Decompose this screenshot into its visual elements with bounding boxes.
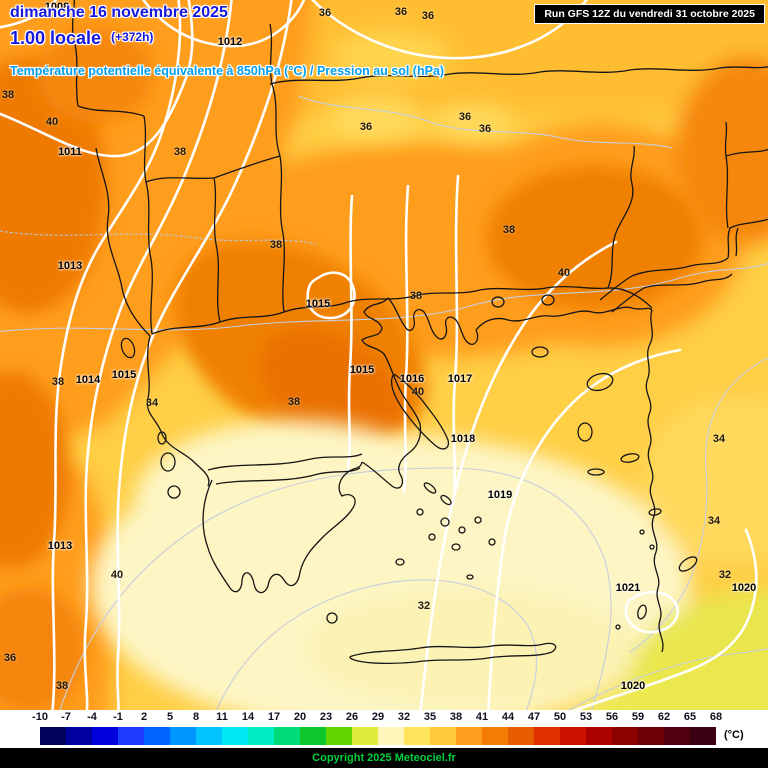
colorbar-cell xyxy=(690,727,716,745)
map-time-title: 1.00 locale (+372h) xyxy=(10,28,153,49)
colorbar-cell xyxy=(196,727,222,745)
colorbar-tick: 56 xyxy=(605,711,619,723)
colorbar-cell xyxy=(456,727,482,745)
colorbar-cell xyxy=(274,727,300,745)
temperature-contour-lines xyxy=(0,95,768,710)
colorbar-tick: 8 xyxy=(192,711,200,723)
colorbar-tick: -10 xyxy=(32,711,48,723)
colorbar-ticks: -10 -7 -4 -1 2 5 8 11 14 17 20 23 26 29 32 35 38 41 44 47 50… xyxy=(0,711,768,725)
colorbar-cell xyxy=(430,727,456,745)
colorbar-cell xyxy=(586,727,612,745)
colorbar-cell xyxy=(378,727,404,745)
colorbar-cell xyxy=(222,727,248,745)
map-canvas xyxy=(0,0,768,710)
copyright-bar: Copyright 2025 Meteociel.fr xyxy=(0,748,768,768)
coastline-border-lines xyxy=(71,0,768,665)
colorbar-cell xyxy=(352,727,378,745)
colorbar-tick: 5 xyxy=(166,711,174,723)
colorbar-tick: 2 xyxy=(140,711,148,723)
run-info-box: Run GFS 12Z du vendredi 31 octobre 2025 xyxy=(534,4,765,24)
map-date-title: dimanche 16 novembre 2025 xyxy=(10,4,228,21)
colorbar-tick: 65 xyxy=(683,711,697,723)
colorbar-tick: 32 xyxy=(397,711,411,723)
colorbar-cell xyxy=(92,727,118,745)
copyright-text: Copyright 2025 Meteociel.fr xyxy=(312,752,456,764)
colorbar-tick: 50 xyxy=(553,711,567,723)
map-parameter-subtitle: Température potentielle équivalente à 85… xyxy=(10,64,445,78)
colorbar-cells xyxy=(40,727,716,745)
colorbar-tick: 35 xyxy=(423,711,437,723)
colorbar-cell xyxy=(66,727,92,745)
colorbar-tick: 38 xyxy=(449,711,463,723)
colorbar-cell xyxy=(40,727,66,745)
colorbar-cell xyxy=(248,727,274,745)
colorbar-cell xyxy=(612,727,638,745)
colorbar-tick: -1 xyxy=(113,711,123,723)
colorbar-cell xyxy=(560,727,586,745)
colorbar-cell xyxy=(508,727,534,745)
colorbar-tick: 20 xyxy=(293,711,307,723)
colorbar-tick: 41 xyxy=(475,711,489,723)
colorbar-cell xyxy=(482,727,508,745)
colorbar-tick: 11 xyxy=(216,711,228,723)
colorbar-unit: (°C) xyxy=(724,729,744,741)
colorbar-tick: 26 xyxy=(345,711,359,723)
colorbar-tick: 59 xyxy=(631,711,645,723)
colorbar: -10 -7 -4 -1 2 5 8 11 14 17 20 23 26 29 32 35 38 41 44 47 50… xyxy=(0,710,768,748)
colorbar-tick: 17 xyxy=(267,711,281,723)
colorbar-cell xyxy=(118,727,144,745)
colorbar-tick: 53 xyxy=(579,711,593,723)
colorbar-cell xyxy=(638,727,664,745)
colorbar-cell xyxy=(404,727,430,745)
colorbar-tick: 47 xyxy=(527,711,541,723)
colorbar-tick: -4 xyxy=(87,711,97,723)
colorbar-cell xyxy=(170,727,196,745)
weather-map: 1008 1011 1012 1013 1013 1014 1015 1015 1015 1016… xyxy=(0,0,768,710)
colorbar-cell xyxy=(326,727,352,745)
colorbar-tick: 14 xyxy=(241,711,255,723)
colorbar-cell xyxy=(144,727,170,745)
colorbar-tick: 23 xyxy=(319,711,333,723)
colorbar-tick: 68 xyxy=(709,711,723,723)
colorbar-cell xyxy=(534,727,560,745)
colorbar-tick: 62 xyxy=(657,711,671,723)
colorbar-tick: 29 xyxy=(371,711,385,723)
colorbar-tick: 44 xyxy=(501,711,515,723)
colorbar-cell xyxy=(664,727,690,745)
colorbar-tick: -7 xyxy=(61,711,71,723)
colorbar-cell xyxy=(300,727,326,745)
forecast-offset-label: (+372h) xyxy=(111,30,154,44)
local-time-label: 1.00 locale xyxy=(10,28,102,48)
